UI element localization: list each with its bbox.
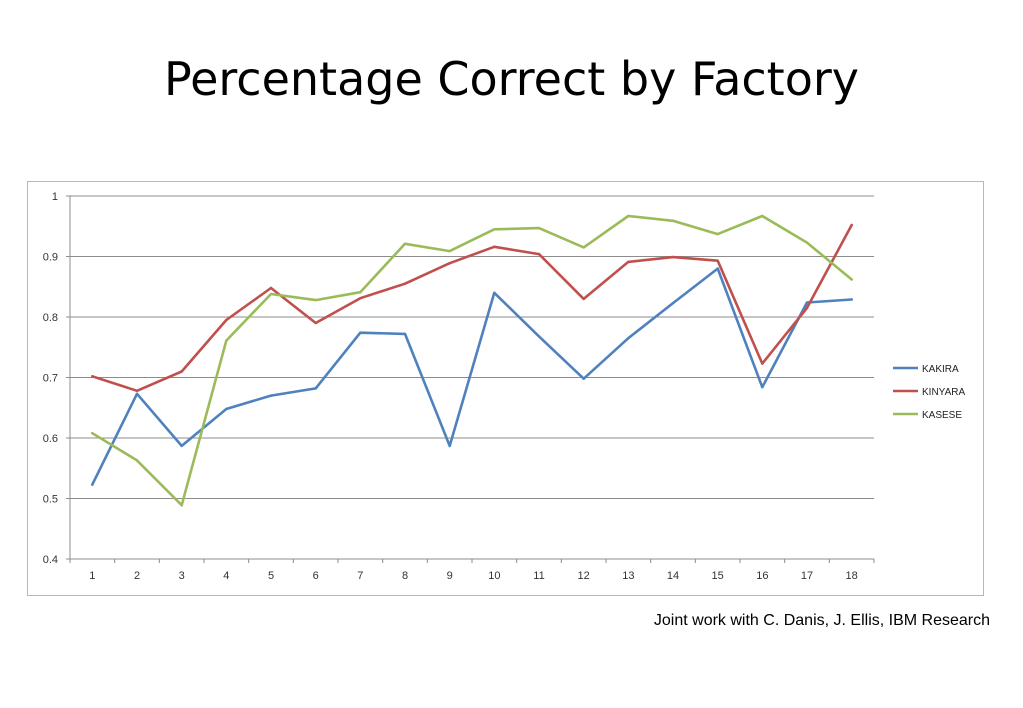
y-tick-label: 0.4: [43, 554, 58, 566]
y-tick-label: 0.7: [43, 373, 58, 385]
data-point-kinyara: [671, 255, 675, 259]
data-point-kinyara: [91, 375, 94, 378]
data-point-kakira: [180, 444, 183, 448]
chart-container: 0.4 0.5 0.6 0.7 0.8 0.9 1 1 2 3 4 5 6 7 8 9 10 11 12 13 14 1…: [27, 181, 984, 596]
x-tick-label: 5: [268, 570, 274, 582]
x-tick-label: 8: [402, 570, 408, 582]
data-point-kakira: [582, 377, 585, 380]
data-point-kakira: [403, 332, 407, 336]
x-tick-label: 15: [712, 570, 724, 582]
x-tick-label: 2: [134, 570, 140, 582]
data-point-kinyara: [716, 259, 719, 262]
data-point-kakira: [805, 301, 809, 304]
data-point-kakira: [716, 267, 719, 270]
data-point-kakira: [671, 301, 675, 305]
x-tick-label: 16: [756, 570, 768, 582]
y-tick-labels: 0.4 0.5 0.6 0.7 0.8 0.9 1: [43, 191, 58, 566]
data-point-kasese: [537, 226, 541, 230]
data-point-kasese: [493, 228, 496, 231]
x-tick-label: 7: [357, 570, 363, 582]
y-tick-label: 1: [52, 191, 58, 203]
data-point-kinyara: [582, 297, 585, 301]
x-tick-label: 11: [533, 570, 544, 582]
y-tick-label: 0.8: [43, 312, 58, 324]
data-point-kinyara: [135, 389, 139, 393]
data-point-kakira: [225, 407, 228, 411]
data-point-kinyara: [314, 321, 317, 325]
x-tick-label: 17: [801, 570, 813, 582]
legend: KAKIRA KINYARA KASESE: [893, 364, 965, 421]
legend-label-kakira: KAKIRA: [922, 364, 959, 375]
data-point-kasese: [448, 249, 451, 253]
data-point-kasese: [91, 431, 94, 435]
x-tick-labels: 1 2 3 4 5 6 7 8 9 10 11 12 13 14 15 16 17 18: [89, 570, 858, 582]
data-point-kasese: [761, 214, 764, 218]
data-point-kasese: [225, 339, 228, 342]
data-point-kasese: [135, 459, 139, 462]
x-tick-label: 6: [313, 570, 319, 582]
data-point-kinyara: [448, 261, 451, 265]
data-point-kakira: [761, 385, 764, 389]
x-tick-label: 10: [488, 570, 500, 582]
data-point-kasese: [403, 242, 407, 245]
data-point-kakira: [493, 291, 496, 294]
data-point-kakira: [448, 444, 451, 448]
data-point-kinyara: [180, 370, 183, 373]
data-point-kinyara: [537, 252, 541, 256]
data-point-kakira: [269, 394, 273, 397]
x-tick-label: 12: [578, 570, 590, 582]
data-point-kinyara: [761, 362, 764, 365]
x-tick-label: 18: [846, 570, 858, 582]
x-tick-label: 9: [447, 570, 453, 582]
y-tick-label: 0.5: [43, 494, 58, 506]
data-point-kinyara: [403, 282, 407, 285]
data-point-kakira: [314, 387, 317, 390]
data-point-kasese: [359, 290, 362, 294]
data-point-kasese: [850, 278, 853, 281]
data-point-kakira: [850, 298, 853, 301]
data-point-kakira: [359, 331, 362, 334]
x-tick-label: 3: [179, 570, 185, 582]
x-tick-label: 14: [667, 570, 679, 582]
data-point-kasese: [314, 298, 317, 302]
data-point-kasese: [582, 246, 585, 249]
data-point-kinyara: [359, 297, 362, 300]
x-tick-label: 1: [89, 570, 95, 582]
series-line-kakira: [91, 267, 854, 486]
slide-title: Percentage Correct by Factory: [164, 52, 859, 106]
x-tick-label: 13: [622, 570, 634, 582]
legend-label-kinyara: KINYARA: [922, 387, 965, 398]
legend-label-kasese: KASESE: [922, 410, 962, 421]
data-point-kinyara: [225, 318, 228, 322]
data-point-kinyara: [627, 260, 630, 264]
y-tick-label: 0.9: [43, 252, 58, 264]
axes: [66, 195, 875, 563]
data-point-kakira: [537, 335, 541, 338]
credit-note: Joint work with C. Danis, J. Ellis, IBM …: [653, 612, 990, 629]
series-line-kinyara: [91, 223, 854, 393]
line-chart: 0.40.50.60.70.80.91 1 2 3 4 5 6 7 8 9 10 11 12 13 14 1…: [43, 191, 966, 582]
data-point-kakira: [91, 483, 94, 486]
data-point-kakira: [627, 336, 630, 340]
data-point-kinyara: [269, 286, 273, 290]
data-point-kinyara: [493, 245, 496, 249]
data-point-kakira: [135, 392, 139, 396]
data-point-kinyara: [850, 223, 853, 227]
data-point-kasese: [716, 232, 719, 236]
data-point-kasese: [627, 214, 630, 218]
data-point-kasese: [671, 219, 675, 223]
data-point-kasese: [180, 503, 183, 507]
data-point-kasese: [805, 241, 809, 244]
data-point-kinyara: [805, 306, 809, 310]
gridlines: [70, 195, 874, 499]
series-lines: [91, 214, 854, 507]
y-tick-label: 0.6: [43, 433, 58, 445]
series-line-kasese: [91, 214, 854, 507]
x-tick-label: 4: [223, 570, 229, 582]
data-point-kasese: [269, 292, 273, 296]
